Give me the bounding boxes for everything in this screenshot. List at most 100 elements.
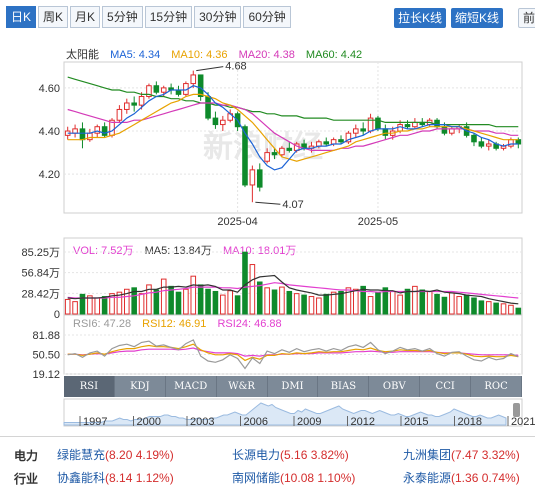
volume-y-tick-label: 56.84万 (21, 268, 60, 280)
volume-bar (249, 264, 256, 315)
period-tab-30min[interactable]: 30分钟 (194, 6, 242, 28)
volume-bar (493, 302, 499, 315)
candle-body (382, 128, 389, 136)
forward-button[interactable]: 前 (518, 8, 535, 28)
timeline-year-label: 2021 (511, 416, 535, 428)
volume-bar (205, 288, 211, 315)
vol-ma10-label: MA10: 18.01万 (222, 245, 297, 257)
volume-bar (404, 288, 411, 315)
ma20-label: MA20: 4.38 (238, 49, 295, 61)
candle-body (212, 117, 219, 126)
volume-bar (256, 281, 263, 315)
timeline-handle (513, 403, 520, 417)
period-tab-5min[interactable]: 5分钟 (102, 6, 143, 28)
candle-body (146, 85, 152, 98)
related-stock-item[interactable]: 永泰能源(1.36 0.74%) (403, 471, 520, 485)
period-tab-60min[interactable]: 60分钟 (243, 6, 291, 28)
ma60-label: MA60: 4.42 (305, 49, 363, 61)
related-stock-item[interactable]: 绿能慧充(8.20 4.19%) (57, 448, 174, 462)
candle-body (345, 132, 352, 143)
period-tab-week[interactable]: 周K (38, 6, 69, 28)
related-stock-item[interactable]: 南网储能(10.08 1.10%) (232, 471, 356, 485)
volume-bar (153, 289, 160, 315)
related-stock-item[interactable]: 长源电力(5.16 3.82%) (232, 448, 349, 462)
tab-dmi[interactable]: DMI (268, 376, 319, 397)
candle-body (190, 74, 197, 85)
candle-body (124, 102, 130, 110)
volume-y-tick-label: 28.42万 (21, 288, 60, 300)
y-tick-label: 4.20 (39, 169, 60, 181)
high-annotation-arrow (196, 66, 224, 72)
volume-bar (441, 296, 448, 315)
low-annotation-arrow (255, 201, 281, 205)
candle-body (508, 139, 514, 147)
volume-bar (360, 285, 366, 315)
stock-name: 太阳能 (66, 49, 99, 61)
timeline-year-label: 2000 (137, 416, 161, 428)
timeline-year-label: 2015 (404, 416, 428, 428)
volume-bar (227, 290, 233, 315)
volume-bar (426, 290, 433, 315)
volume-bar (197, 284, 204, 315)
period-tab-day[interactable]: 日K (6, 6, 37, 28)
volume-bar (419, 289, 426, 315)
volume-bar (412, 285, 418, 315)
rsi6-line (67, 339, 519, 370)
power-category-label: 电力 (14, 449, 39, 463)
period-tab-15min[interactable]: 15分钟 (144, 6, 193, 28)
tab-obv[interactable]: OBV (369, 376, 421, 397)
volume-bar (449, 292, 455, 315)
rsi-panel: 81.88 50.50 19.12 (32, 314, 523, 381)
volume-bar (353, 288, 359, 315)
volume-bar (345, 287, 352, 315)
stretch-kline-button[interactable]: 拉长K线 (394, 8, 447, 28)
volume-bar (463, 294, 470, 315)
related-stock-item[interactable]: 协鑫能科(8.14 1.12%) (57, 471, 174, 485)
period-tab-month[interactable]: 月K (70, 6, 101, 28)
candle-body (116, 108, 123, 121)
industry-category-label: 行业 (14, 472, 39, 486)
volume-bar (146, 284, 152, 315)
main-legend: 太阳能 MA5: 4.34 MA10: 4.36 MA20: 4.38 MA60… (66, 46, 370, 62)
related-stock-item[interactable]: 九洲集团(7.47 3.32%) (403, 448, 520, 462)
shrink-kline-button[interactable]: 缩短K线 (451, 8, 504, 28)
tab-rsi[interactable]: RSI (64, 376, 115, 397)
candle-body (175, 89, 182, 95)
volume-bar (485, 301, 492, 315)
candle-body (242, 126, 248, 186)
volume-bar (94, 297, 101, 315)
low-annotation-label: 4.07 (282, 199, 303, 211)
volume-bar (64, 298, 71, 315)
candle-body (160, 87, 167, 93)
candle-body (471, 134, 477, 143)
volume-bar (323, 293, 330, 315)
volume-bar (367, 296, 374, 315)
candle-body (449, 128, 455, 134)
x-tick-label: 2025-05 (358, 216, 398, 228)
volume-bar (220, 294, 226, 315)
tab-cci[interactable]: CCI (420, 376, 472, 397)
tab-kdj[interactable]: KDJ (115, 376, 166, 397)
rsi-y-tick-label: 50.50 (32, 350, 60, 362)
candle-body (515, 139, 522, 145)
main-plot-frame (63, 61, 523, 214)
tab-wr[interactable]: W&R (217, 376, 268, 397)
candle-body (353, 128, 359, 134)
tab-bias[interactable]: BIAS (318, 376, 370, 397)
tab-roc[interactable]: ROC (471, 376, 523, 397)
tab-macd[interactable]: MACD (166, 376, 217, 397)
volume-bar (131, 287, 137, 315)
rsi-y-tick-label: 81.88 (32, 330, 60, 342)
volume-legend: VOL: 7.52万 MA5: 13.84万 MA10: 18.01万 (73, 242, 304, 258)
high-annotation-label: 4.68 (225, 61, 246, 73)
timeline-year-label: 2006 (244, 416, 268, 428)
candle-body (138, 96, 145, 106)
volume-bar (138, 293, 145, 315)
volume-bar (183, 288, 189, 315)
candle-body (79, 128, 86, 141)
rsi-y-tick-label: 19.12 (32, 369, 60, 381)
volume-bar (301, 294, 307, 315)
volume-bar (456, 296, 462, 315)
y-tick-label: 4.40 (39, 126, 60, 138)
candle-body (205, 96, 211, 119)
